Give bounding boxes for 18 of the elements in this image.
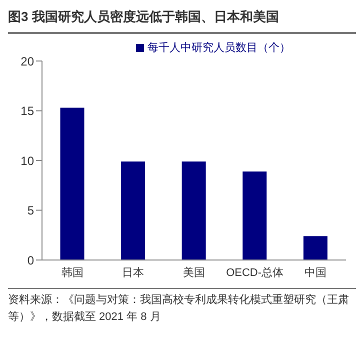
y-tick-label: 20 [20,54,34,68]
bar [303,236,328,260]
bar [121,161,146,260]
bar [182,161,206,260]
bar [60,108,84,260]
x-tick-label: 日本 [122,266,144,279]
x-tick-label: 中国 [304,266,327,279]
bar [242,171,267,260]
chart-title: 图3 我国研究人员密度远低于韩国、日本和美国 [8,8,356,34]
x-tick-label: 韩国 [61,266,84,279]
legend-label: 每千人中研究人员数目（个） [148,42,290,54]
y-tick-label: 5 [27,204,34,218]
y-tick-label: 0 [27,253,34,268]
y-tick-label: 10 [20,154,34,168]
y-tick-label: 15 [20,104,34,118]
text: 资料来源：《问题与对策：我国高校专利成果转化模式重塑研究（王肃等）》，数据截至 2021 年 8 月 [8,292,350,324]
x-tick-label: OECD-总体 [226,266,284,279]
x-tick-label: 美国 [183,266,205,279]
